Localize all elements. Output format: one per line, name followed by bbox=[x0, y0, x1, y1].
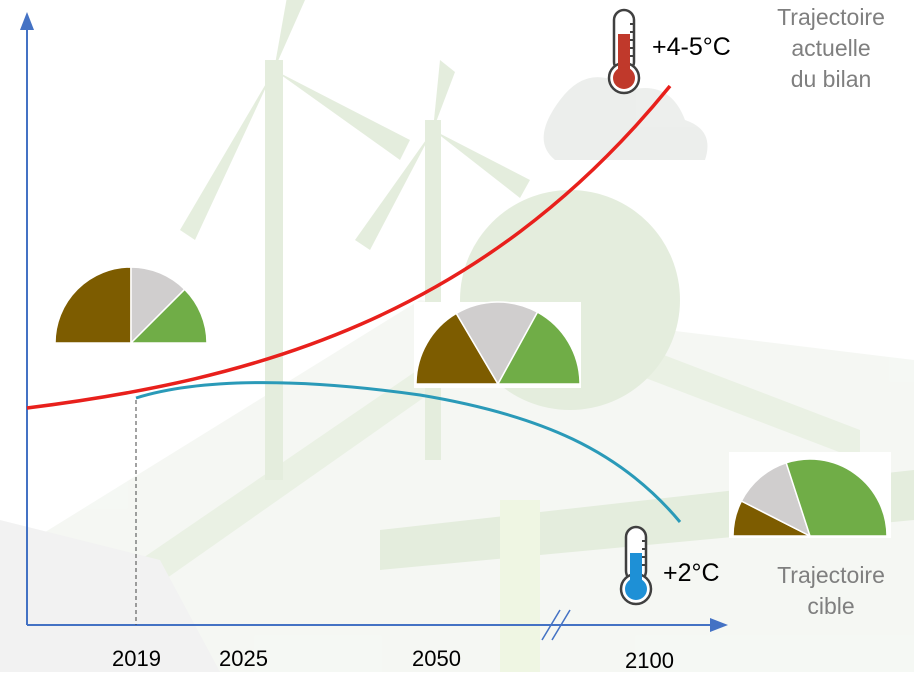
gauge-segment-grey bbox=[740, 461, 812, 538]
gauge-2100-target bbox=[729, 452, 891, 538]
current-temperature-label: +4-5°C bbox=[652, 33, 731, 61]
y-axis-arrow bbox=[20, 12, 34, 30]
current-trajectory-label-line: actuelle bbox=[791, 35, 871, 61]
thermometer-cold-icon bbox=[619, 525, 653, 606]
target-temperature-label: +2°C bbox=[663, 559, 720, 587]
gauge-segment-grey bbox=[130, 266, 186, 345]
x-tick-2100: 2100 bbox=[625, 648, 674, 673]
target-trajectory-curve bbox=[135, 381, 682, 523]
target-trajectory-label: Trajectoire cible bbox=[748, 560, 914, 622]
axes bbox=[20, 12, 728, 641]
gauge-segment-green bbox=[129, 288, 208, 344]
axis-break-mark bbox=[551, 609, 571, 641]
gauge-segment-green bbox=[785, 458, 888, 537]
current-trajectory-label: Trajectoire actuelle du bilan bbox=[748, 2, 914, 95]
target-trajectory-label-line: cible bbox=[807, 593, 855, 619]
gauge-segment-green bbox=[496, 311, 581, 385]
x-tick-2025: 2025 bbox=[219, 646, 268, 671]
gauge-segment-grey bbox=[455, 301, 539, 386]
gauge-segment-brown bbox=[415, 312, 500, 385]
target-trajectory-label-line: Trajectoire bbox=[777, 562, 885, 588]
gauge-segment-brown bbox=[54, 266, 132, 344]
thermometer-hot-icon bbox=[607, 8, 641, 95]
current-trajectory-curve bbox=[26, 84, 672, 410]
gauge-2050-current bbox=[414, 301, 581, 388]
x-axis-arrow bbox=[710, 618, 728, 632]
axis-break-mark bbox=[541, 609, 561, 641]
current-trajectory-label-line: Trajectoire bbox=[777, 4, 885, 30]
y-axis-start-marker bbox=[0, 383, 26, 431]
gauge-2019 bbox=[50, 263, 211, 348]
current-trajectory-label-line: du bilan bbox=[790, 66, 872, 92]
energy-mix-gauges bbox=[50, 263, 891, 538]
x-tick-2050: 2050 bbox=[412, 646, 461, 671]
x-tick-2019: 2019 bbox=[112, 646, 161, 671]
